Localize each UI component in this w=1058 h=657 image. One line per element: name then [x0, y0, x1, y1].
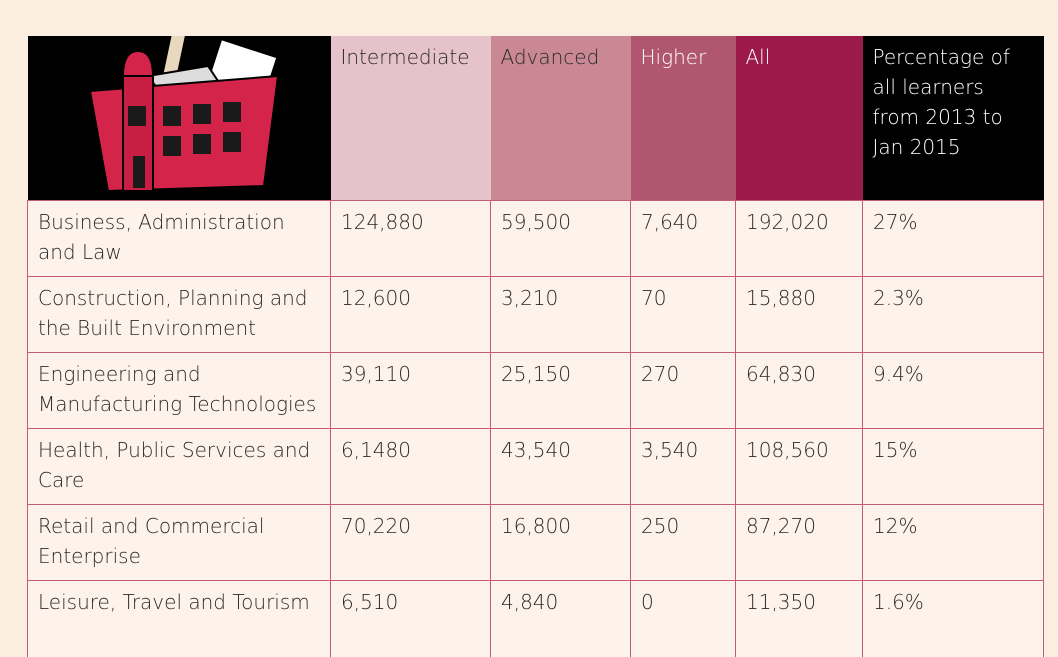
table-cell: 15,880 [736, 277, 863, 353]
table-cell: 87,270 [736, 505, 863, 581]
column-header: Intermediate [331, 36, 491, 201]
row-label: Retail and Commercial Enterprise [28, 505, 331, 581]
table-cell: 43,540 [491, 429, 631, 505]
table-cell: 2.3% [863, 277, 1044, 353]
row-label: Health, Public Services and Care [28, 429, 331, 505]
table-cell: 250 [631, 505, 736, 581]
table-cell: 25,150 [491, 353, 631, 429]
table-cell: 70,220 [331, 505, 491, 581]
row-label: Business, Administration and Law [28, 201, 331, 277]
table-cell: 9.4% [863, 353, 1044, 429]
table-cell: 124,880 [331, 201, 491, 277]
row-label: Construction, Planning and the Built Env… [28, 277, 331, 353]
toolbox-icon [28, 36, 331, 192]
header-icon-cell [28, 36, 331, 201]
table-cell: 39,110 [331, 353, 491, 429]
table-cell: 59,500 [491, 201, 631, 277]
table-cell: 4,840 [491, 581, 631, 657]
table-cell: 12,600 [331, 277, 491, 353]
row-label: Engineering and Manufacturing Technologi… [28, 353, 331, 429]
column-header: Percentage of all learners from 2013 to … [863, 36, 1044, 201]
table-cell: 27% [863, 201, 1044, 277]
table-cell: 6,1480 [331, 429, 491, 505]
table-cell: 16,800 [491, 505, 631, 581]
table-cell: 192,020 [736, 201, 863, 277]
row-label: Leisure, Travel and Tourism [28, 581, 331, 657]
column-header: All [736, 36, 863, 201]
table-cell: 64,830 [736, 353, 863, 429]
table-cell: 270 [631, 353, 736, 429]
table-cell: 0 [631, 581, 736, 657]
table-cell: 11,350 [736, 581, 863, 657]
table-cell: 70 [631, 277, 736, 353]
table-row: Construction, Planning and the Built Env… [28, 277, 1044, 353]
page: IntermediateAdvancedHigherAllPercentage … [0, 0, 1058, 644]
table-cell: 12% [863, 505, 1044, 581]
table-cell: 108,560 [736, 429, 863, 505]
table-cell: 1.6% [863, 581, 1044, 657]
table-cell: 6,510 [331, 581, 491, 657]
table-cell: 3,540 [631, 429, 736, 505]
column-header: Higher [631, 36, 736, 201]
table-row: Engineering and Manufacturing Technologi… [28, 353, 1044, 429]
table-cell: 3,210 [491, 277, 631, 353]
table-cell: 7,640 [631, 201, 736, 277]
column-header: Advanced [491, 36, 631, 201]
table-cell: 15% [863, 429, 1044, 505]
